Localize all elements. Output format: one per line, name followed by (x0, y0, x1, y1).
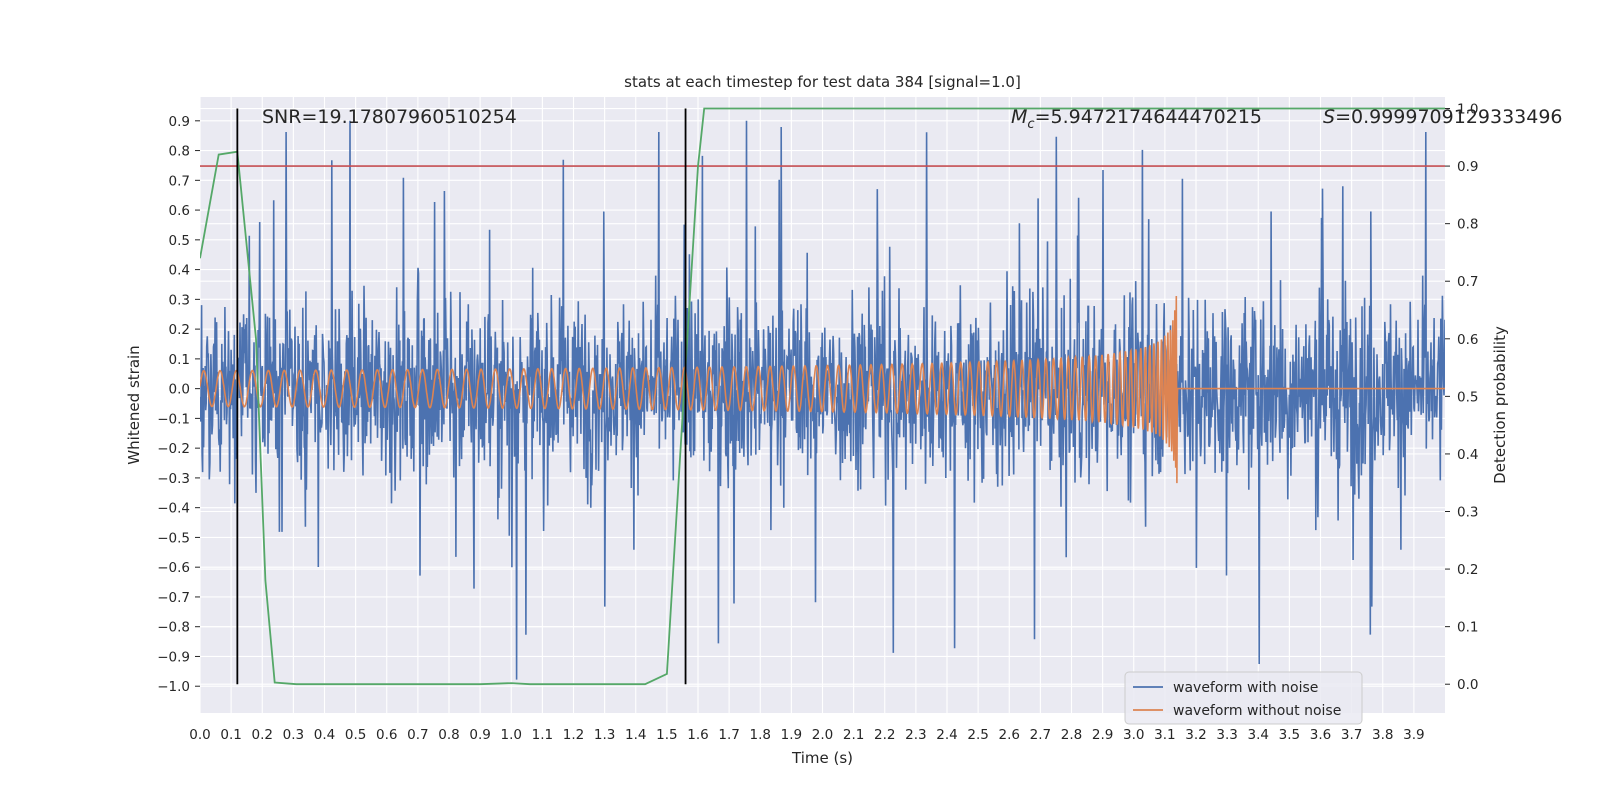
y-right-tick-label: 0.6 (1457, 332, 1478, 348)
x-tick-label: 1.2 (563, 727, 584, 743)
y-right-tick-label: 0.9 (1457, 159, 1478, 175)
y-left-tick-label: 0.9 (169, 114, 190, 130)
y-left-tick-label: 0.3 (169, 292, 190, 308)
y-left-tick-label: 0.0 (169, 382, 190, 398)
series-detection-probability (200, 107, 1445, 686)
y-right-tick-label: 0.4 (1457, 447, 1478, 463)
x-tick-label: 2.8 (1061, 727, 1082, 743)
legend-label: waveform without noise (1173, 703, 1341, 719)
y-right-tick-label: 0.7 (1457, 274, 1478, 290)
plot-area (200, 107, 1445, 686)
score-annotation: S=0.9999709129333496 (1323, 106, 1563, 128)
x-tick-label: 2.1 (843, 727, 864, 743)
y-right-tick-label: 0.1 (1457, 620, 1478, 636)
legend-label: waveform with noise (1173, 680, 1318, 696)
y-left-tick-label: 0.2 (169, 322, 190, 338)
x-tick-label: 2.7 (1030, 727, 1051, 743)
y-left-tick-label: −0.7 (157, 590, 190, 606)
x-tick-label: 3.0 (1123, 727, 1144, 743)
x-tick-label: 0.0 (189, 727, 210, 743)
mc-subscript: c (1027, 117, 1034, 132)
legend: waveform with noise waveform without nois… (1124, 671, 1363, 725)
x-tick-label: 1.9 (781, 727, 802, 743)
x-tick-label: 1.3 (594, 727, 615, 743)
y-left-tick-label: −0.4 (157, 501, 190, 517)
x-tick-label: 0.8 (438, 727, 459, 743)
y-left-tick-label: 0.1 (169, 352, 190, 368)
s-value: =0.9999709129333496 (1335, 106, 1562, 128)
legend-box (1124, 671, 1363, 725)
axis-ticks: 0.0 0.1 0.2 0.3 0.4 0.5 0.6 0.7 0.8 0.9 1.0 1.1 1.2 1… (157, 102, 1478, 743)
y-right-tick-label: 0.5 (1457, 389, 1478, 405)
x-tick-label: 3.3 (1216, 727, 1237, 743)
x-tick-label: 2.4 (936, 727, 957, 743)
y-left-tick-label: −0.5 (157, 530, 190, 546)
x-tick-label: 1.5 (656, 727, 677, 743)
x-tick-label: 0.4 (314, 727, 335, 743)
s-symbol: S (1323, 106, 1335, 128)
y-axis-right-label: Detection probability (1491, 326, 1509, 484)
x-tick-label: 1.0 (501, 727, 522, 743)
y-left-tick-label: −0.2 (157, 441, 190, 457)
y-left-tick-label: −0.1 (157, 411, 190, 427)
x-tick-label: 2.2 (874, 727, 895, 743)
y-left-tick-label: −0.3 (157, 471, 190, 487)
y-right-tick-label: 0.0 (1457, 677, 1478, 693)
x-tick-label: 1.7 (718, 727, 739, 743)
y-right-tick-label: 0.2 (1457, 562, 1478, 578)
y-left-tick-label: 0.5 (169, 233, 190, 249)
x-tick-label: 1.6 (687, 727, 708, 743)
x-tick-label: 0.3 (283, 727, 304, 743)
y-left-tick-label: −0.8 (157, 620, 190, 636)
series-waveform-without-noise (200, 295, 1445, 484)
chirp-mass-annotation: Mc=5.9472174644470215 (1011, 106, 1262, 132)
snr-annotation: SNR=19.17807960510254 (262, 106, 517, 128)
chart-title: stats at each timestep for test data 384… (624, 73, 1021, 91)
x-tick-label: 1.1 (532, 727, 553, 743)
x-tick-label: 2.9 (1092, 727, 1113, 743)
mc-value: =5.9472174644470215 (1035, 106, 1262, 128)
x-tick-label: 2.0 (812, 727, 833, 743)
x-tick-label: 3.5 (1279, 727, 1300, 743)
y-axis-left-label: Whitened strain (125, 345, 143, 464)
x-tick-label: 0.1 (220, 727, 241, 743)
x-tick-label: 2.6 (999, 727, 1020, 743)
y-left-tick-label: 0.7 (169, 173, 190, 189)
x-tick-label: 0.5 (345, 727, 366, 743)
x-tick-label: 3.1 (1154, 727, 1175, 743)
x-tick-label: 1.4 (625, 727, 646, 743)
y-left-tick-label: −0.9 (157, 649, 190, 665)
x-tick-label: 0.9 (469, 727, 490, 743)
x-tick-label: 3.9 (1403, 727, 1424, 743)
series-waveform-with-noise (200, 120, 1445, 680)
y-left-tick-label: −0.6 (157, 560, 190, 576)
x-tick-label: 0.6 (376, 727, 397, 743)
x-tick-label: 3.6 (1310, 727, 1331, 743)
y-left-tick-label: 0.4 (169, 263, 190, 279)
x-tick-label: 2.5 (967, 727, 988, 743)
x-tick-label: 3.8 (1372, 727, 1393, 743)
x-tick-label: 3.2 (1185, 727, 1206, 743)
x-tick-label: 0.7 (407, 727, 428, 743)
y-left-tick-label: −1.0 (157, 679, 190, 695)
x-tick-label: 3.7 (1341, 727, 1362, 743)
y-right-tick-label: 0.3 (1457, 505, 1478, 521)
x-axis-label: Time (s) (791, 749, 853, 767)
y-left-tick-label: 0.8 (169, 144, 190, 160)
y-left-tick-label: 0.6 (169, 203, 190, 219)
x-tick-label: 2.3 (905, 727, 926, 743)
x-tick-label: 3.4 (1248, 727, 1269, 743)
y-right-tick-label: 0.8 (1457, 217, 1478, 233)
x-tick-label: 1.8 (750, 727, 771, 743)
y-right-tick-label: 1.0 (1457, 102, 1478, 118)
x-tick-label: 0.2 (252, 727, 273, 743)
mc-symbol: M (1011, 106, 1027, 128)
